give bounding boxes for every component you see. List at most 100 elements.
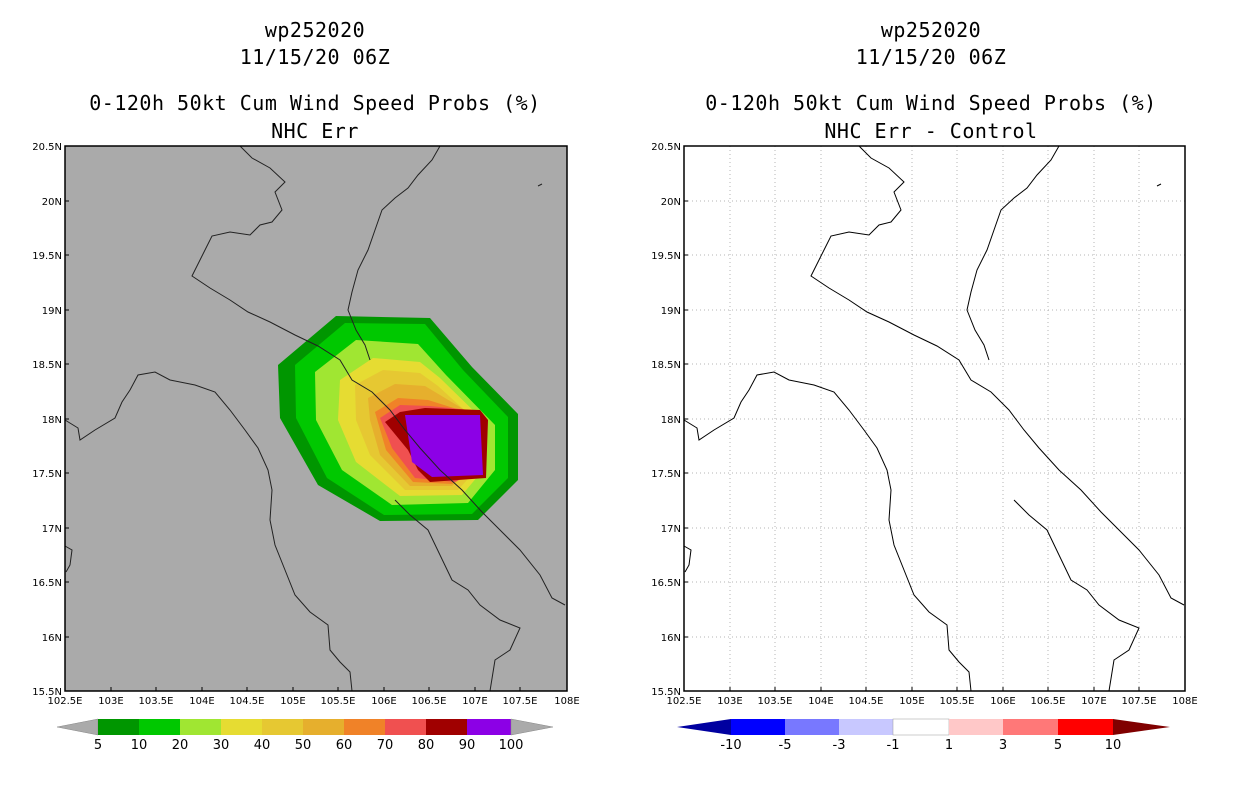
colorbar-box — [1003, 719, 1058, 735]
colorbar-end-high — [1113, 719, 1170, 735]
right-subtitle: NHC Err - Control — [824, 119, 1038, 143]
right-storm-id: wp252020 — [880, 18, 982, 42]
lon-label: 106E — [371, 696, 396, 707]
lat-label: 18.5N — [651, 360, 681, 371]
colorbar-label: -3 — [833, 738, 846, 753]
lat-label: 17.5N — [32, 469, 62, 480]
lat-label: 19N — [42, 306, 62, 317]
lon-label: 103E — [98, 696, 123, 707]
lon-label: 104E — [808, 696, 833, 707]
right-map-background — [684, 146, 1185, 691]
lat-label: 19.5N — [651, 251, 681, 262]
lon-label: 107E — [462, 696, 487, 707]
colorbar-box — [262, 719, 303, 735]
right-lat-labels: 20.5N 20N 19.5N 19N 18.5N 18N 17.5N 17N … — [651, 142, 681, 698]
colorbar-box — [785, 719, 839, 735]
colorbar-label: 30 — [213, 738, 230, 753]
colorbar-label: -1 — [887, 738, 900, 753]
colorbar-box — [949, 719, 1003, 735]
colorbar-label: 3 — [999, 738, 1007, 753]
right-colorbar: -10 -5 -3 -1 1 3 5 10 — [677, 718, 1170, 753]
colorbar-label: 5 — [94, 738, 102, 753]
colorbar-label: 80 — [418, 738, 435, 753]
colorbar-box — [467, 719, 511, 735]
lon-label: 103.5E — [758, 696, 793, 707]
colorbar-box — [303, 719, 344, 735]
lon-label: 103.5E — [139, 696, 174, 707]
left-product-title: 0-120h 50kt Cum Wind Speed Probs (%) — [89, 91, 541, 115]
colorbar-box — [385, 719, 426, 735]
colorbar-label: 40 — [254, 738, 271, 753]
colorbar-box — [1058, 719, 1113, 735]
colorbar-label: -5 — [779, 738, 792, 753]
right-datetime: 11/15/20 06Z — [855, 45, 1007, 69]
colorbar-label: 60 — [336, 738, 353, 753]
lon-label: 106E — [990, 696, 1015, 707]
lon-label: 103E — [717, 696, 742, 707]
lon-label: 102.5E — [667, 696, 702, 707]
lat-label: 17N — [661, 524, 681, 535]
right-product-title: 0-120h 50kt Cum Wind Speed Probs (%) — [705, 91, 1157, 115]
colorbar-label: 20 — [172, 738, 189, 753]
left-axis-ticks — [65, 200, 521, 691]
lon-label: 105E — [280, 696, 305, 707]
colorbar-label: 70 — [377, 738, 394, 753]
lat-label: 16N — [661, 633, 681, 644]
lat-label: 15.5N — [32, 687, 62, 698]
left-storm-id: wp252020 — [264, 18, 366, 42]
colorbar-label: 5 — [1054, 738, 1062, 753]
colorbar-label: 100 — [499, 738, 524, 753]
lat-label: 17.5N — [651, 469, 681, 480]
probability-contours — [278, 316, 518, 521]
left-subtitle: NHC Err — [271, 119, 359, 143]
lat-label: 17N — [42, 524, 62, 535]
lon-label: 108E — [554, 696, 579, 707]
lat-label: 15.5N — [651, 687, 681, 698]
colorbar-box — [139, 719, 180, 735]
left-lat-labels: 20.5N 20N 19.5N 19N 18.5N 18N 17.5N 17N … — [32, 142, 62, 698]
lat-label: 18.5N — [32, 360, 62, 371]
colorbar-label: 50 — [295, 738, 312, 753]
right-grid — [684, 146, 1185, 691]
lon-label: 105.5E — [940, 696, 975, 707]
lat-label: 19.5N — [32, 251, 62, 262]
lat-label: 18N — [42, 415, 62, 426]
colorbar-label: 90 — [459, 738, 476, 753]
lon-label: 102.5E — [48, 696, 83, 707]
lat-label: 20N — [42, 197, 62, 208]
lon-label: 104E — [189, 696, 214, 707]
colorbar-box — [426, 719, 467, 735]
colorbar-label: -10 — [720, 738, 741, 753]
colorbar-box — [98, 719, 139, 735]
lat-label: 16N — [42, 633, 62, 644]
right-axis-ticks — [684, 200, 1140, 691]
lon-label: 104.5E — [230, 696, 265, 707]
colorbar-label: 10 — [1105, 738, 1122, 753]
colorbar-label: 1 — [945, 738, 953, 753]
colorbar-box — [221, 719, 262, 735]
right-map: 20.5N 20N 19.5N 19N 18.5N 18N 17.5N 17N … — [651, 142, 1198, 753]
lon-label: 107.5E — [1122, 696, 1157, 707]
colorbar-end-high — [510, 718, 554, 736]
colorbar-box — [731, 719, 785, 735]
lat-label: 16.5N — [651, 578, 681, 589]
right-coastlines — [683, 145, 1185, 692]
lon-label: 107E — [1081, 696, 1106, 707]
left-coastlines — [64, 145, 566, 692]
left-map: 20.5N 20N 19.5N 19N 18.5N 18N 17.5N 17N … — [32, 142, 579, 753]
lon-label: 106.5E — [1031, 696, 1066, 707]
colorbar-label: 10 — [131, 738, 148, 753]
contour-90-100 — [405, 415, 483, 477]
lat-label: 20N — [661, 197, 681, 208]
lat-label: 20.5N — [651, 142, 681, 153]
lat-label: 20.5N — [32, 142, 62, 153]
right-lon-labels: 102.5E 103E 103.5E 104E 104.5E 105E 105.… — [667, 696, 1198, 707]
lon-label: 105E — [899, 696, 924, 707]
left-colorbar: 5 10 20 30 40 50 60 70 80 90 100 — [56, 718, 554, 753]
lat-label: 18N — [661, 415, 681, 426]
colorbar-end-low — [677, 719, 731, 735]
lon-label: 107.5E — [503, 696, 538, 707]
lat-label: 19N — [661, 306, 681, 317]
lon-label: 108E — [1172, 696, 1197, 707]
lat-label: 16.5N — [32, 578, 62, 589]
